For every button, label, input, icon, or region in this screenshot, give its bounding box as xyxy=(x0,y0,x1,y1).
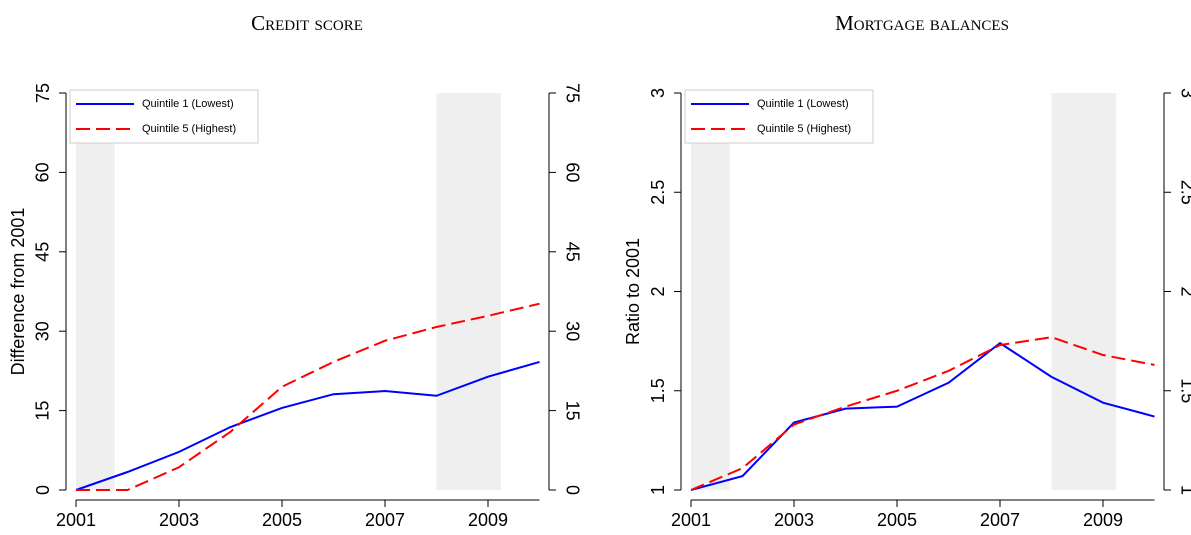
x-tick-label: 2009 xyxy=(1083,510,1123,530)
y-tick-label: 3 xyxy=(648,88,668,98)
y-tick-label: 2 xyxy=(648,286,668,296)
y-axis-label: Difference from 2001 xyxy=(8,208,28,376)
legend-label: Quintile 5 (Highest) xyxy=(142,123,236,135)
legend-label: Quintile 5 (Highest) xyxy=(757,123,851,135)
legend-box xyxy=(684,89,874,144)
y-tick-label: 2 xyxy=(1177,286,1191,296)
chart-title: Credit score xyxy=(251,11,363,35)
y-tick-label: 30 xyxy=(562,321,582,341)
y-tick-label: 1 xyxy=(648,485,668,495)
y-tick-label: 60 xyxy=(33,162,53,182)
y-tick-label: 30 xyxy=(33,321,53,341)
series-line xyxy=(690,341,1155,491)
series-line xyxy=(76,302,540,491)
chart-title: Mortgage balances xyxy=(835,11,1009,35)
y-tick-label: 15 xyxy=(33,401,53,421)
x-tick-label: 2009 xyxy=(468,510,508,530)
series-line xyxy=(75,360,540,491)
y-tick-label: 60 xyxy=(562,162,582,182)
y-tick-label: 1.5 xyxy=(648,378,668,403)
y-tick-label: 45 xyxy=(33,242,53,262)
y-tick-label: 1.5 xyxy=(1177,378,1191,403)
y-tick-label: 0 xyxy=(562,485,582,495)
recession-shade xyxy=(436,93,501,490)
x-tick-label: 2007 xyxy=(365,510,405,530)
y-axis-label: Ratio to 2001 xyxy=(623,238,643,345)
legend-label: Quintile 1 (Lowest) xyxy=(142,98,234,110)
legend-box xyxy=(69,89,259,144)
y-tick-label: 15 xyxy=(562,401,582,421)
y-tick-label: 2.5 xyxy=(1177,180,1191,205)
y-tick-label: 2.5 xyxy=(648,180,668,205)
x-tick-label: 2005 xyxy=(262,510,302,530)
series-line xyxy=(690,336,1155,491)
recession-shade xyxy=(691,93,730,490)
y-tick-label: 75 xyxy=(33,83,53,103)
x-tick-label: 2005 xyxy=(877,510,917,530)
legend-label: Quintile 1 (Lowest) xyxy=(757,98,849,110)
y-tick-label: 1 xyxy=(1177,485,1191,495)
x-tick-label: 2001 xyxy=(671,510,711,530)
y-tick-label: 3 xyxy=(1177,88,1191,98)
y-tick-label: 45 xyxy=(562,242,582,262)
recession-shade xyxy=(76,93,115,490)
y-tick-label: 75 xyxy=(562,83,582,103)
recession-shade xyxy=(1051,93,1116,490)
x-tick-label: 2007 xyxy=(980,510,1020,530)
x-tick-label: 2001 xyxy=(56,510,96,530)
y-tick-label: 0 xyxy=(33,485,53,495)
x-tick-label: 2003 xyxy=(774,510,814,530)
x-tick-label: 2003 xyxy=(159,510,199,530)
